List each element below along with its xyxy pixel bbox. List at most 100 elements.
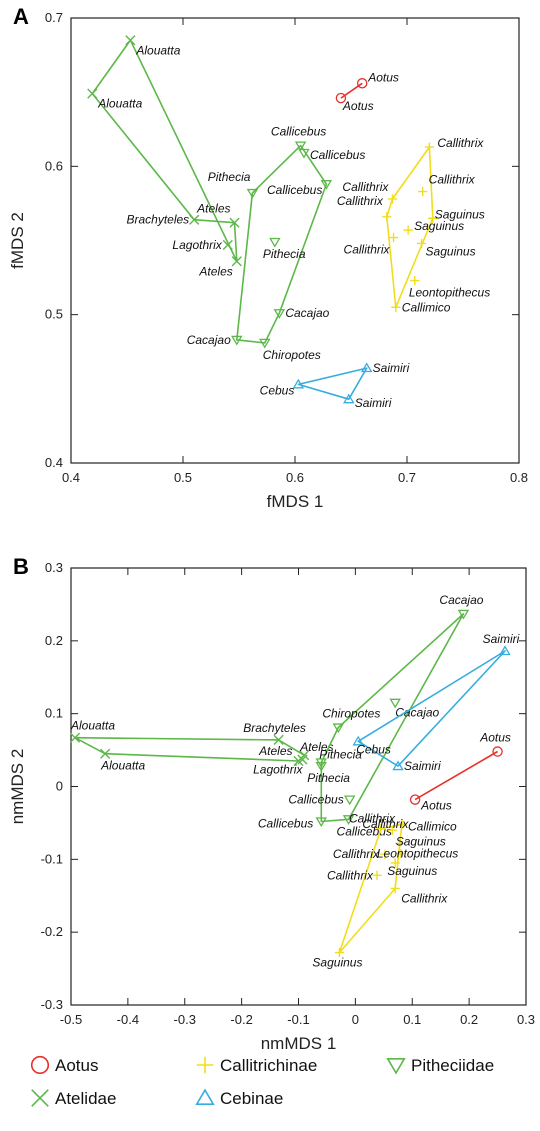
data-point: [387, 194, 398, 204]
point-label: Ateles: [258, 744, 292, 758]
data-point: [492, 746, 503, 757]
point-label: Brachyteles: [126, 213, 189, 227]
legend-item-aotus: Aotus: [30, 1055, 98, 1075]
y-tick-label: 0.3: [45, 560, 63, 575]
point-label: Callimico: [408, 819, 457, 833]
data-point: [499, 645, 511, 656]
point-label: Saimiri: [483, 632, 520, 646]
x-axis-title: fMDS 1: [267, 492, 324, 511]
data-point: [100, 748, 111, 759]
point-label: Chiropotes: [263, 348, 321, 362]
data-point: [418, 186, 428, 197]
x-tick-label: 0.6: [286, 470, 304, 485]
x-tick-label: -0.3: [174, 1012, 196, 1027]
point-label: Ateles: [196, 202, 230, 216]
point-label: Pithecia: [319, 747, 362, 761]
point-label: Saguinus: [414, 219, 464, 233]
y-axis-title: nmMDS 2: [8, 749, 27, 825]
data-point: [294, 141, 307, 152]
point-label: Saimiri: [404, 759, 441, 773]
point-label: Saimiri: [373, 361, 410, 375]
x-tick-label: 0.5: [174, 470, 192, 485]
panel-label: A: [13, 4, 29, 29]
data-point: [416, 238, 427, 249]
data-point: [457, 609, 470, 620]
point-label: Callithrix: [429, 173, 476, 187]
point-label: Callicebus: [310, 148, 365, 162]
point-label: Cacajao: [439, 593, 483, 607]
legend-item-atelidae: Atelidae: [31, 1089, 116, 1108]
point-label: Aotus: [367, 70, 399, 84]
data-point: [222, 239, 233, 251]
hull-aotus: [414, 750, 499, 801]
legend-marker: [31, 1089, 49, 1107]
y-tick-label: -0.3: [41, 997, 63, 1012]
panel-a: A 0.4 0.5 0.6 0.7 0.8 0.4 0.5 0.6 0.7 fMDS 1 fMDS 2…: [8, 4, 528, 511]
y-tick-label: -0.2: [41, 924, 63, 939]
point-label: Alouatta: [135, 43, 180, 57]
series-callitrichinae: Callithrix Callithrix Callithrix Callithrix…: [337, 136, 490, 314]
panel-label: B: [13, 554, 29, 579]
point-label: Alouatta: [97, 97, 142, 111]
data-point: [392, 760, 404, 771]
legend-marker: [196, 1056, 214, 1074]
data-point: [360, 362, 373, 373]
y-tick-label: 0.2: [45, 633, 63, 648]
data-point: [390, 858, 400, 868]
x-tick-label: 0.3: [517, 1012, 535, 1027]
data-point: [292, 378, 305, 389]
series-atelidae: Alouatta Alouatta Brachyteles Ateles Lagothr…: [87, 35, 242, 278]
legend-marker: [386, 1057, 406, 1075]
point-label: Saguinus: [426, 244, 476, 258]
series-atelidae: Alouatta Alouatta Brachyteles Ateles Lagothr…: [69, 719, 334, 777]
point-label: Leontopithecus: [377, 847, 458, 861]
point-label: Saguinus: [396, 834, 446, 848]
point-label: Aotus: [342, 99, 374, 113]
data-point: [334, 947, 345, 958]
x-axis-title: nmMDS 1: [261, 1034, 337, 1053]
legend-label: Callitrichinae: [220, 1056, 317, 1075]
point-label: Chiropotes: [322, 707, 380, 721]
series-pitheciidae: Callicebus Callicebus Pithecia Callicebus Pi…: [187, 125, 366, 362]
x-tick-label: 0.2: [460, 1012, 478, 1027]
x-tick-label: 0.8: [510, 470, 528, 485]
data-point: [352, 735, 364, 746]
point-label: Alouatta: [70, 719, 115, 733]
data-point: [342, 815, 355, 825]
plot-frame: [70, 17, 520, 464]
data-point: [409, 794, 421, 805]
data-point: [390, 883, 400, 894]
data-point: [343, 393, 355, 404]
point-label: Callicebus: [258, 816, 313, 830]
data-point: [273, 309, 286, 319]
data-point: [382, 212, 392, 222]
legend-label: Aotus: [55, 1056, 98, 1075]
data-point: [380, 849, 390, 859]
point-label: Callithrix: [362, 817, 409, 831]
hull-pitheciidae: [236, 144, 328, 344]
legend-item-callitrichinae: Callitrichinae: [196, 1056, 317, 1075]
hull-callitrichinae: [385, 146, 434, 309]
point-label: Leontopithecus: [409, 286, 490, 300]
legend-label: Pitheciidae: [411, 1056, 494, 1075]
y-axis-title: fMDS 2: [8, 212, 27, 269]
data-point: [396, 848, 406, 859]
data-point: [273, 734, 284, 745]
point-label: Callithrix: [333, 847, 380, 861]
point-label: Callithrix: [349, 812, 396, 826]
point-label: Callithrix: [327, 868, 374, 882]
data-point: [189, 214, 200, 225]
point-label: Callithrix: [337, 194, 384, 208]
x-tick-label: 0.1: [403, 1012, 421, 1027]
point-label: Callithrix: [344, 243, 391, 257]
hull-atelidae: [91, 39, 238, 263]
data-point: [356, 78, 368, 89]
point-label: Saguinus: [312, 956, 362, 970]
y-tick-label: -0.1: [41, 851, 63, 866]
point-label: Pithecia: [263, 247, 306, 261]
y-tick-label: 0: [56, 779, 63, 794]
point-label: Ateles: [198, 264, 232, 278]
point-label: Callithrix: [437, 136, 484, 150]
hull-pitheciidae: [320, 613, 465, 823]
data-point: [229, 217, 240, 228]
